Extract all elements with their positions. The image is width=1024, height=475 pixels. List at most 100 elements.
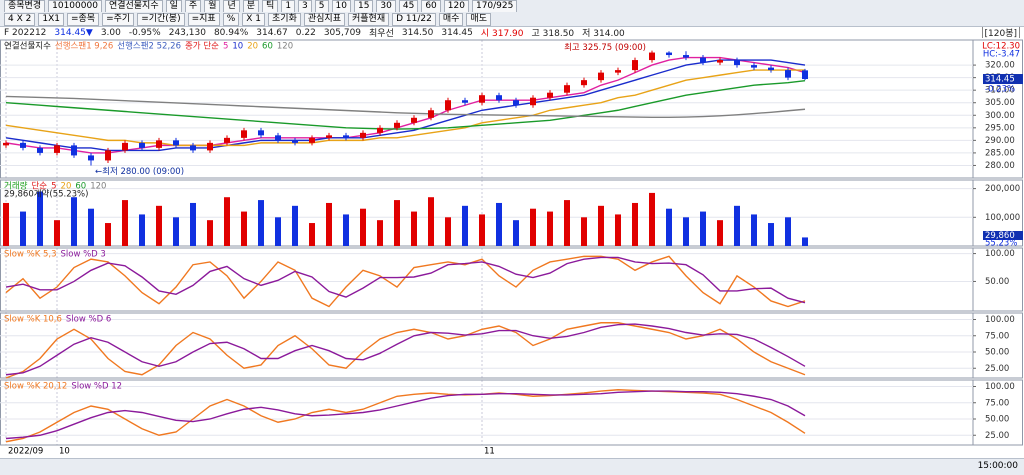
candle-body (275, 135, 281, 141)
candle-body (241, 130, 247, 138)
legend-entry: 60 (262, 42, 273, 52)
legend-entry: 10 (232, 42, 243, 52)
info-item: 314.45▼ (54, 27, 93, 38)
toolbar-button[interactable]: 초기화 (268, 12, 301, 26)
toolbar-button[interactable]: 170/925 (471, 0, 518, 12)
candle-body (428, 110, 434, 118)
bar (292, 205, 298, 246)
toolbar-button[interactable]: 주 (184, 0, 202, 12)
info-item: 243,130 (168, 27, 206, 38)
bar (309, 223, 315, 246)
y-tick-label: 200,000 (985, 184, 1020, 194)
candle-body (632, 60, 638, 71)
candle-body (360, 132, 366, 138)
legend-entry: 선행스팬2 52,26 (117, 41, 181, 52)
y-tick-label: 310.00 (985, 86, 1015, 96)
candle-body (683, 55, 689, 58)
legend-entry: 20 (247, 42, 258, 52)
toolbar-button[interactable]: 3 (298, 0, 312, 12)
toolbar-button[interactable]: 매도 (466, 12, 491, 26)
y-tick-label: 290.00 (985, 136, 1015, 146)
line-series (5, 95, 806, 118)
candle-body (394, 122, 400, 128)
toolbar-button[interactable]: 매수 (438, 12, 464, 26)
bar (190, 202, 196, 246)
toolbar-button[interactable]: 1 (281, 0, 296, 12)
candle-body (615, 70, 621, 73)
candle-body (717, 60, 723, 63)
toolbar-button[interactable]: 45 (398, 0, 419, 12)
toolbar-button[interactable]: 종목변경 (4, 0, 46, 12)
toolbar-button[interactable]: 10100000 (48, 0, 102, 12)
y-tick-label: 50.00 (985, 277, 1009, 287)
candle-body (734, 60, 740, 66)
y-tick-label: 50.00 (985, 348, 1009, 358)
toolbar-button[interactable]: 일 (165, 0, 182, 12)
toolbar-button[interactable]: 틱 (262, 0, 279, 12)
candle-body (377, 127, 383, 133)
toolbar-button[interactable]: =주기 (102, 12, 135, 26)
toolbar-button[interactable]: 10 (331, 0, 351, 12)
candle-body (88, 155, 94, 161)
bar (598, 205, 604, 246)
bar (479, 214, 485, 246)
line-series (5, 79, 806, 130)
bar (173, 217, 179, 246)
last-price-box (983, 74, 1023, 85)
bar (683, 217, 689, 246)
candle-body (496, 95, 502, 101)
toolbar-button[interactable]: 커플현재 (348, 12, 390, 26)
toolbar-button[interactable]: 관심지표 (303, 12, 345, 26)
candle-body (445, 100, 451, 111)
toolbar-button[interactable]: =기간(봉) (137, 12, 185, 26)
info-item: 305,709 (323, 27, 362, 38)
toolbar-button[interactable]: =지표 (187, 12, 220, 26)
toolbar-button[interactable]: 연결선물지수 (104, 0, 163, 12)
toolbar-button[interactable]: =종목 (66, 12, 100, 26)
candle-body (768, 67, 774, 71)
toolbar-button[interactable]: 60 (421, 0, 441, 12)
bar (581, 217, 587, 246)
toolbar-button[interactable]: 120 (443, 0, 469, 12)
toolbar-button[interactable]: D 11/22 (392, 12, 436, 26)
toolbar-button[interactable]: 1X1 (38, 12, 64, 26)
legend-entry: Slow %K 5,3 (4, 250, 56, 260)
toolbar-button[interactable]: % (222, 12, 240, 26)
candle-body (581, 80, 587, 86)
hc-label: HC:-3.47 (983, 50, 1020, 60)
bar (139, 214, 145, 246)
info-item: 3.00 (100, 27, 121, 38)
candle-body (547, 92, 553, 98)
bar (241, 211, 247, 246)
info-item: -0.95% (128, 27, 161, 38)
toolbar-button[interactable]: 4 X 2 (4, 12, 36, 26)
toolbar-button[interactable]: 년 (223, 0, 240, 12)
line-series (5, 59, 806, 152)
bar-count: [120봉] (981, 27, 1020, 38)
toolbar-button[interactable]: 5 (314, 0, 329, 12)
candle-body (700, 57, 706, 63)
lc-label: LC:12.30 (982, 42, 1020, 52)
bar (326, 202, 332, 246)
toolbar-button[interactable]: 15 (353, 0, 374, 12)
candle-body (71, 145, 77, 156)
toolbar-button[interactable]: 30 (376, 0, 396, 12)
info-item: 80.94% (213, 27, 249, 38)
info-item: 최우선 (369, 29, 394, 38)
bar (428, 197, 434, 246)
toolbar-button[interactable]: 분 (242, 0, 260, 12)
toolbar-button[interactable]: 월 (204, 0, 221, 12)
toolbar: 4 X 2 1X1 =종목 =주기 =기간(봉) =지표% X 1 초기화 관심지표 커플현재 D … (0, 12, 1024, 27)
status-bar: 15:00:00 (0, 458, 1024, 475)
legend-entry: 60 (75, 182, 86, 192)
volume-note: 29,860계약(55.23%) (4, 189, 88, 200)
toolbar-button[interactable]: X 1 (242, 12, 266, 26)
bar (224, 197, 230, 246)
candle-body (292, 140, 298, 143)
legend-entry: Slow %D 3 (60, 250, 105, 260)
candle-body (802, 70, 808, 80)
legend-entry: Slow %K 10,6 (4, 315, 62, 325)
candle-body (598, 72, 604, 81)
low-note: ←최저 280.00 (09:00) (95, 166, 184, 177)
candle-body (751, 65, 757, 68)
